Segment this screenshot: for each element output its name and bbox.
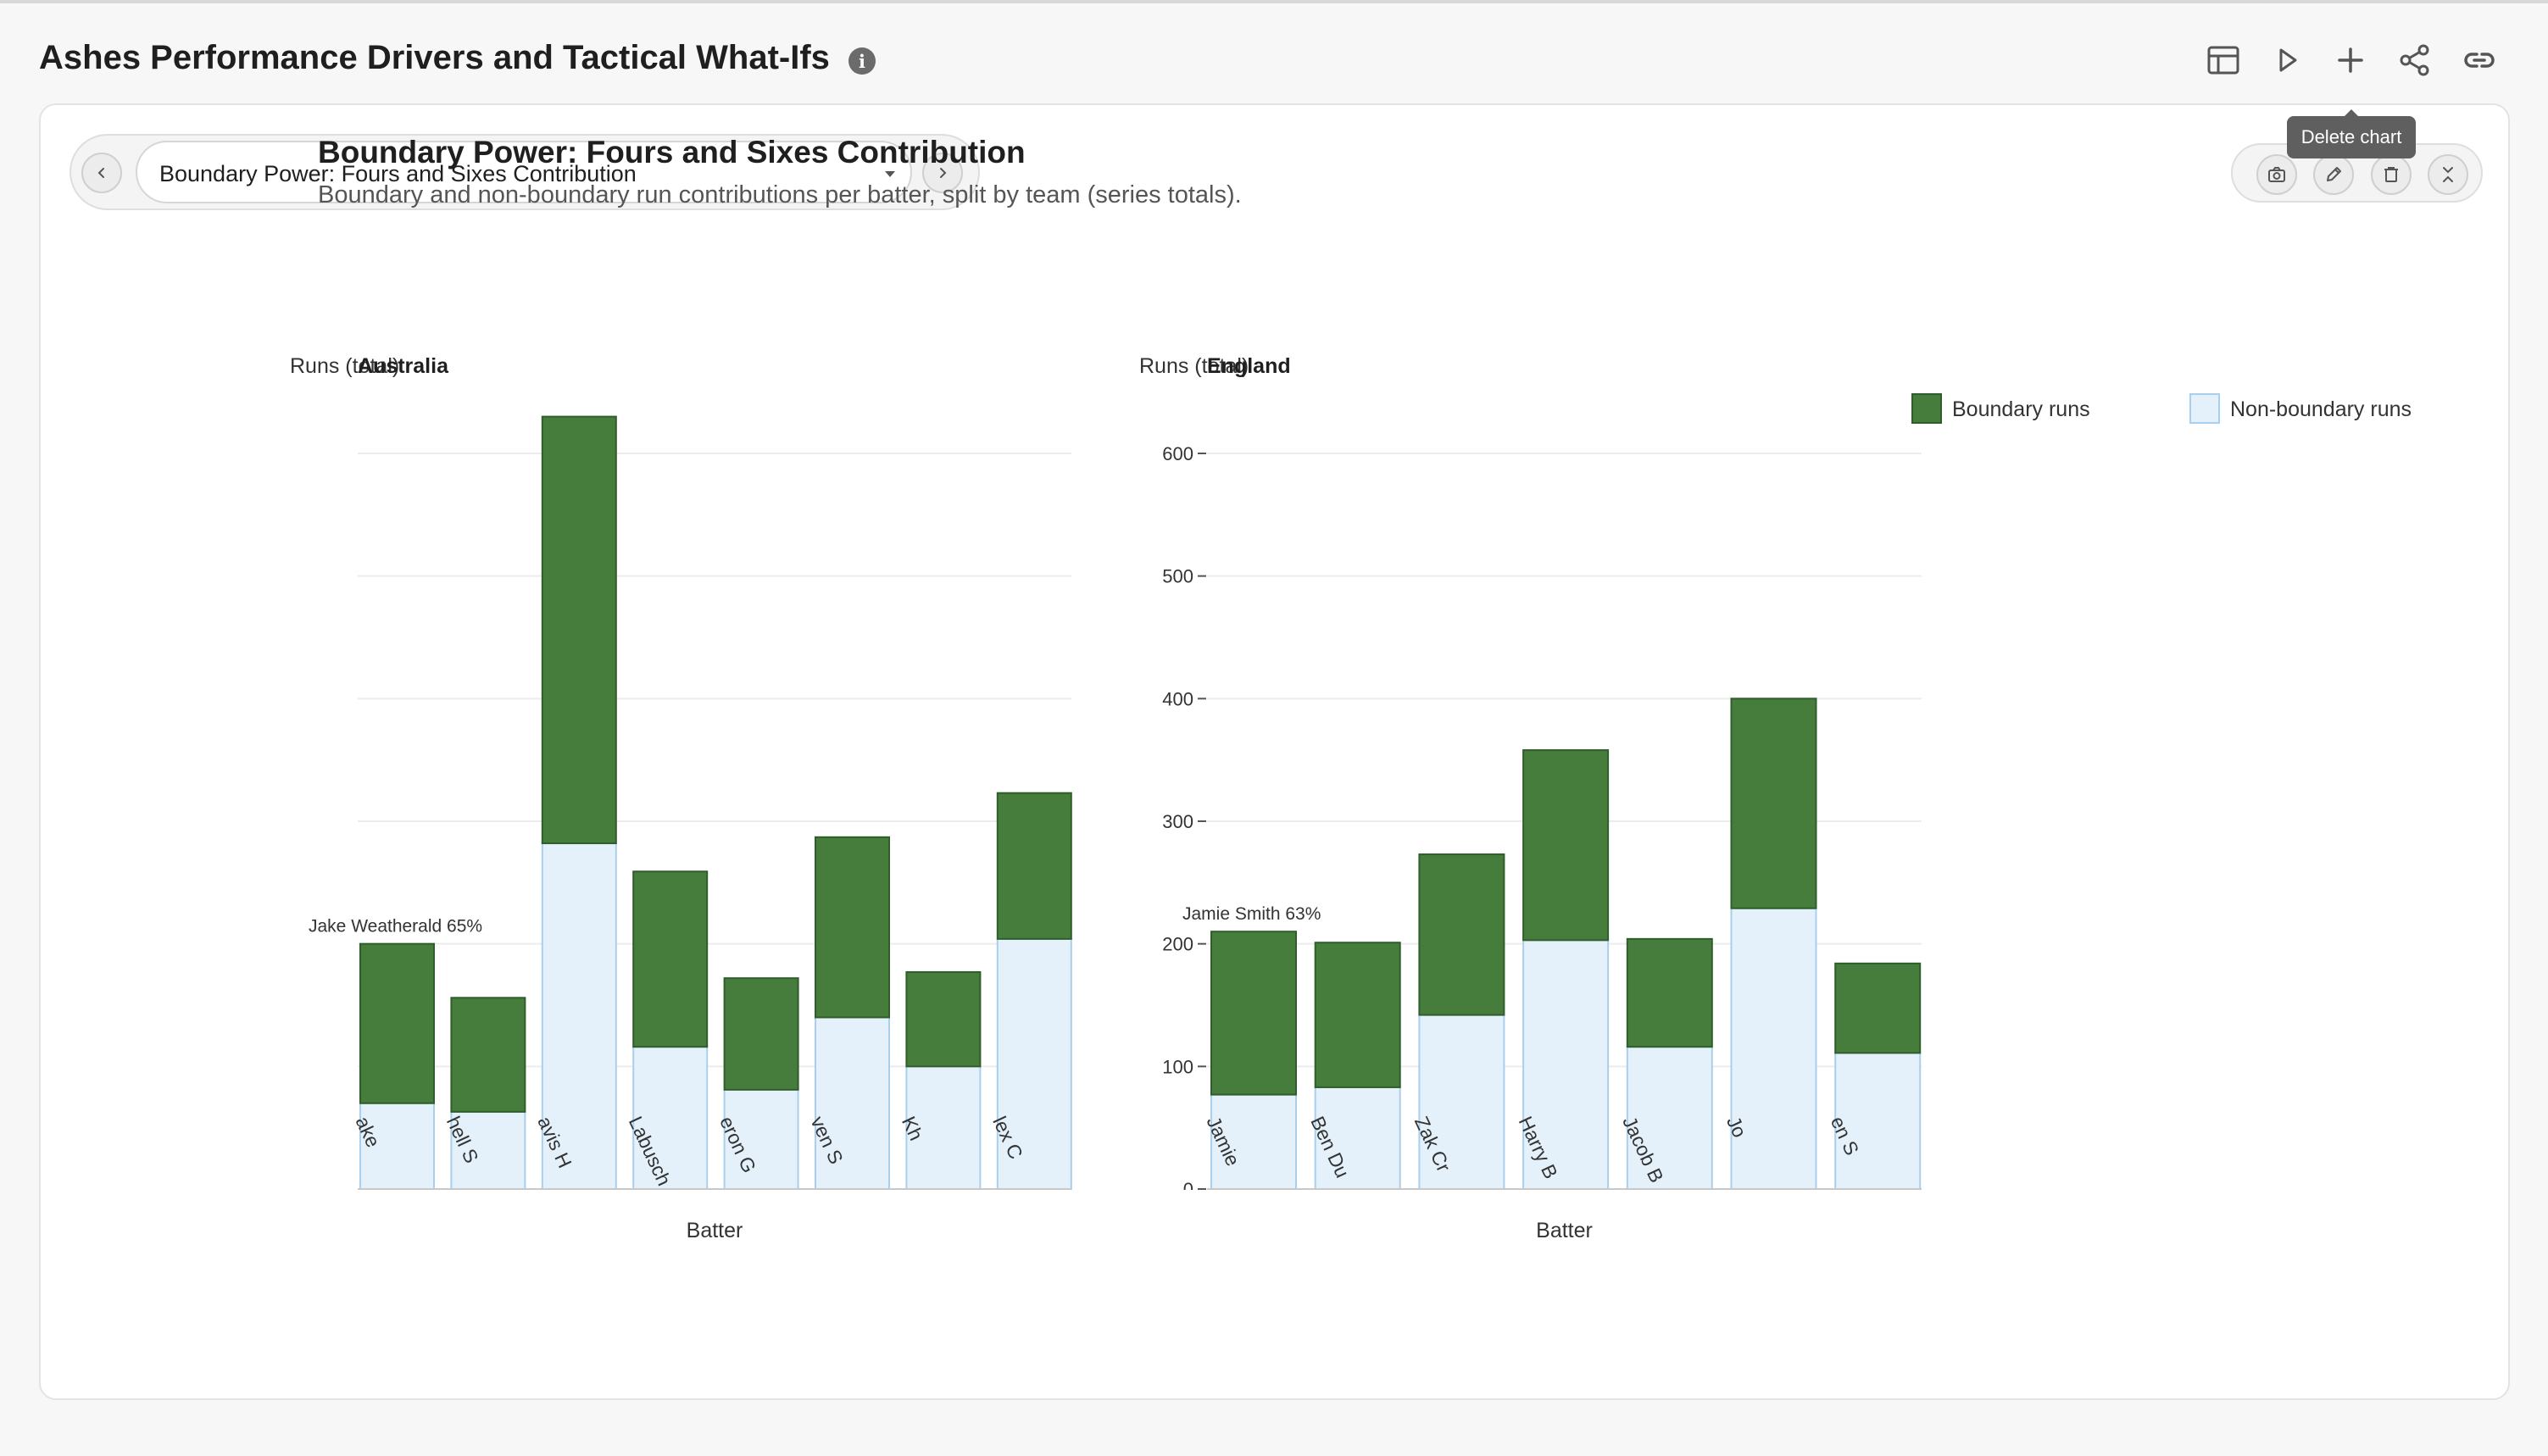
y-tick-label: 400 [1162,688,1193,709]
x-axis-label: Batter [1536,1219,1593,1242]
bar-boundary [1626,937,1713,1048]
delete-chart-button[interactable] [2371,154,2412,195]
chevron-left-icon [97,168,104,178]
y-axis-label: Runs (total) [1139,354,1249,378]
bar-boundary [815,836,890,1019]
y-tick-label: 500 [1162,566,1193,587]
bar-non-boundary [815,1016,890,1191]
chart-select-value: Boundary Power: Fours and Sixes Contribu… [159,161,637,186]
previous-chart-button[interactable] [81,153,122,193]
bar-non-boundary [1730,907,1817,1191]
pencil-icon [2327,167,2341,181]
x-axis-label: Batter [687,1219,743,1242]
collapse-icon [2443,167,2453,182]
y-tick-label: 600 [1162,443,1193,464]
caret-down-icon [885,171,895,177]
camera-icon [2268,167,2285,182]
top-bar: Ashes Performance Drivers and Tactical W… [0,3,2548,105]
bar-boundary [1418,853,1505,1016]
bar-non-boundary [996,937,1072,1190]
y-tick-label: 300 [1162,811,1193,832]
bar-boundary [450,997,526,1113]
play-icon[interactable] [2267,41,2306,80]
snapshot-button[interactable] [2256,154,2297,195]
delete-chart-tooltip: Delete chart [2287,109,2416,158]
bar-boundary [1210,931,1297,1096]
info-icon[interactable]: i [848,47,876,75]
plus-icon[interactable] [2331,41,2370,80]
chart-tools [2231,143,2483,203]
bar-boundary [1314,942,1401,1088]
bar-boundary [1730,697,1817,909]
page-title: Ashes Performance Drivers and Tactical W… [39,39,830,76]
next-chart-button[interactable] [922,153,963,193]
chart-selector: Boundary Power: Fours and Sixes Contribu… [70,134,980,210]
bar-boundary [632,870,709,1048]
bar-annotation: Jake Weatherald 65% [309,917,482,936]
trash-icon [2384,167,2398,182]
bar-non-boundary [1314,1086,1401,1190]
chart-title: Boundary Power: Fours and Sixes Contribu… [318,135,1026,169]
bar-annotation: Jamie Smith 63% [1182,904,1321,924]
bar-non-boundary [632,1046,709,1190]
bar-boundary [905,970,982,1068]
y-tick-label: 100 [1162,1056,1193,1077]
bar-boundary [723,977,799,1091]
bar-non-boundary [1210,1093,1297,1191]
bar-boundary [1522,749,1610,942]
link-icon[interactable] [2460,41,2499,80]
bar-non-boundary [723,1088,799,1190]
bar-non-boundary [1522,939,1610,1190]
bar-non-boundary [905,1065,982,1191]
panel-team-title: Australia [358,354,449,378]
panel-team-title: England [1207,354,1291,378]
bar-non-boundary [359,1102,435,1190]
bar-boundary [1834,962,1922,1054]
legend-swatch-non-boundary [2189,393,2220,424]
y-axis-label: Runs (total) [290,354,399,378]
legend-label: Non-boundary runs [2230,397,2412,421]
chevron-right-icon [940,168,947,178]
chart-select-dropdown[interactable]: Boundary Power: Fours and Sixes Contribu… [136,141,912,203]
bar-boundary [996,792,1072,940]
share-icon[interactable] [2395,41,2434,80]
legend-label: Boundary runs [1952,397,2090,421]
axis-mask [339,1190,1950,1215]
chart-subtitle: Boundary and non-boundary run contributi… [318,181,1242,208]
y-tick-label: 200 [1162,934,1193,955]
bar-boundary [359,942,435,1104]
collapse-button[interactable] [2428,154,2468,195]
bar-boundary [541,415,617,845]
legend-swatch-boundary [1911,393,1942,424]
table-icon[interactable] [2204,41,2243,80]
